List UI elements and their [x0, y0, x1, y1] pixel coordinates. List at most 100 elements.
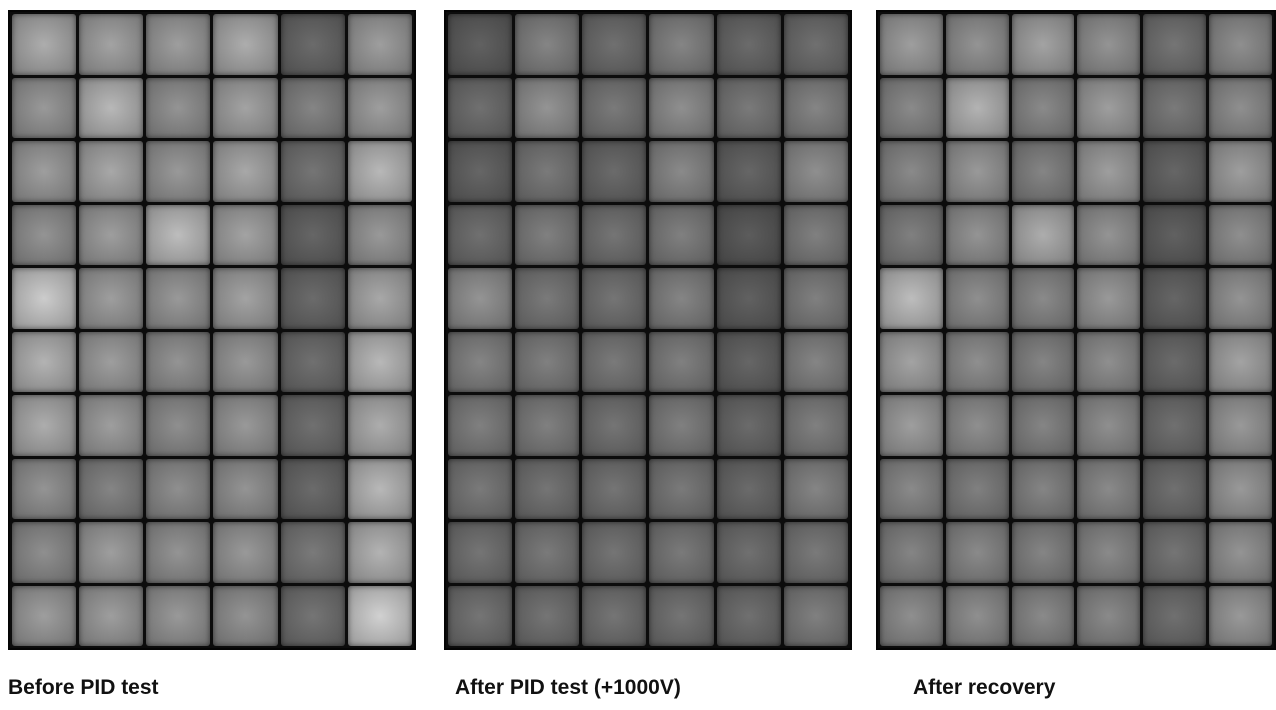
cell-tile — [716, 141, 781, 202]
cell-tile — [79, 268, 144, 329]
cell-tile — [945, 395, 1009, 456]
cell-tile — [515, 141, 580, 202]
cell-tile — [213, 77, 278, 138]
cell-tile — [79, 77, 144, 138]
cell-tile — [448, 141, 513, 202]
cell-tile — [582, 268, 647, 329]
cell-tile — [649, 522, 714, 583]
cell-tile — [1209, 395, 1272, 456]
cell-tile — [1077, 331, 1141, 392]
cell-tile — [79, 585, 144, 646]
cell-tile — [716, 395, 781, 456]
cell-tile — [1011, 77, 1075, 138]
cell-tile — [649, 204, 714, 265]
cell-tile — [716, 585, 781, 646]
cell-tile — [347, 141, 412, 202]
el-image-after-pid — [444, 10, 852, 650]
cell-tile — [1209, 585, 1272, 646]
cell-tile — [1209, 141, 1272, 202]
cell-tile — [347, 585, 412, 646]
cell-tile — [280, 522, 345, 583]
cell-tile — [1011, 585, 1075, 646]
cell-tile — [649, 331, 714, 392]
cell-tile — [146, 458, 211, 519]
cell-tile — [213, 204, 278, 265]
cell-tile — [783, 268, 848, 329]
cell-tile — [880, 204, 943, 265]
cell-tile — [213, 585, 278, 646]
cell-tile — [783, 395, 848, 456]
cell-tile — [79, 141, 144, 202]
cell-tile — [1143, 522, 1207, 583]
cell-tile — [582, 141, 647, 202]
cell-tile — [880, 458, 943, 519]
cell-tile — [280, 77, 345, 138]
cell-tile — [880, 77, 943, 138]
cell-tile — [1143, 331, 1207, 392]
cell-tile — [12, 141, 77, 202]
cell-tile — [716, 77, 781, 138]
cell-tile — [582, 204, 647, 265]
cell-tile — [945, 585, 1009, 646]
cell-tile — [945, 331, 1009, 392]
cell-tile — [1077, 204, 1141, 265]
cell-tile — [515, 204, 580, 265]
cell-tile — [1011, 204, 1075, 265]
cell-tile — [79, 204, 144, 265]
cell-tile — [1209, 268, 1272, 329]
cell-tile — [146, 268, 211, 329]
cell-tile — [880, 141, 943, 202]
cell-tile — [582, 77, 647, 138]
cell-tile — [649, 458, 714, 519]
cell-tile — [146, 14, 211, 75]
cell-tile — [12, 204, 77, 265]
cell-tile — [783, 331, 848, 392]
cell-tile — [347, 268, 412, 329]
cell-tile — [716, 331, 781, 392]
cell-tile — [783, 522, 848, 583]
cell-tile — [280, 458, 345, 519]
cell-tile — [448, 458, 513, 519]
cell-tile — [12, 268, 77, 329]
cell-tile — [716, 204, 781, 265]
cell-tile — [880, 14, 943, 75]
cell-tile — [146, 395, 211, 456]
cell-tile — [515, 268, 580, 329]
cell-tile — [880, 585, 943, 646]
caption-before-pid: Before PID test — [8, 676, 159, 699]
cell-tile — [945, 458, 1009, 519]
cell-tile — [347, 522, 412, 583]
cell-tile — [716, 522, 781, 583]
cell-tile — [79, 331, 144, 392]
cell-tile — [515, 458, 580, 519]
cell-tile — [649, 268, 714, 329]
cell-tile — [280, 585, 345, 646]
cell-tile — [146, 522, 211, 583]
cell-tile — [448, 204, 513, 265]
cell-tile — [213, 14, 278, 75]
cell-tile — [280, 268, 345, 329]
cell-tile — [280, 331, 345, 392]
caption-after-pid: After PID test (+1000V) — [455, 676, 681, 699]
cell-tile — [945, 141, 1009, 202]
cell-tile — [1011, 141, 1075, 202]
cell-tile — [716, 268, 781, 329]
cell-tile — [1209, 204, 1272, 265]
cell-tile — [1143, 395, 1207, 456]
cell-tile — [515, 522, 580, 583]
cell-tile — [515, 395, 580, 456]
cell-tile — [213, 268, 278, 329]
cell-tile — [1011, 14, 1075, 75]
cell-tile — [945, 14, 1009, 75]
cell-tile — [1011, 522, 1075, 583]
cell-tile — [1077, 77, 1141, 138]
cell-tile — [649, 141, 714, 202]
cell-tile — [1143, 204, 1207, 265]
cell-tile — [783, 458, 848, 519]
cell-tile — [280, 395, 345, 456]
cell-tile — [213, 395, 278, 456]
cell-tile — [146, 141, 211, 202]
cell-tile — [213, 331, 278, 392]
cell-tile — [649, 14, 714, 75]
cell-tile — [1011, 268, 1075, 329]
